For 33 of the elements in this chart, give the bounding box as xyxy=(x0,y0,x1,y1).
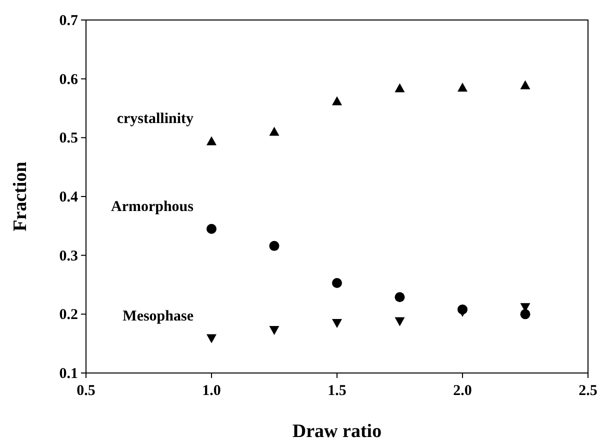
point xyxy=(394,292,405,302)
point xyxy=(332,96,342,106)
x-axis-title: Draw ratio xyxy=(292,421,382,442)
series-label: crystallinity xyxy=(116,111,194,128)
point xyxy=(269,240,280,251)
y-tick-label: 0.7 xyxy=(59,13,78,29)
point xyxy=(458,308,468,317)
x-tick-label: 2.0 xyxy=(453,383,472,399)
x-tick-label: 1.5 xyxy=(328,383,346,399)
y-tick-label: 0.5 xyxy=(59,130,78,147)
y-tick-label: 0.4 xyxy=(59,190,78,206)
point xyxy=(520,80,530,90)
point xyxy=(394,317,405,326)
point xyxy=(332,278,342,288)
y-tick-label: 0.6 xyxy=(59,72,78,88)
point xyxy=(332,318,342,328)
y-tick-label: 0.2 xyxy=(59,307,78,324)
y-tick-label: 0.3 xyxy=(59,248,78,264)
point xyxy=(206,224,216,234)
x-tick-label: 1.0 xyxy=(202,383,221,399)
point xyxy=(269,326,280,336)
point xyxy=(520,309,530,320)
x-tick-label: 0.5 xyxy=(76,383,96,399)
series-label: Mesophase xyxy=(122,308,194,324)
point xyxy=(458,82,468,92)
series-label: Armorphous xyxy=(110,198,194,215)
point xyxy=(206,334,216,344)
x-tick-label: 2.5 xyxy=(578,383,598,399)
y-axis-title: Fraction xyxy=(10,161,31,232)
point xyxy=(206,136,216,146)
point xyxy=(394,83,405,92)
point xyxy=(269,126,280,136)
y-tick-label: 0.1 xyxy=(59,366,78,382)
